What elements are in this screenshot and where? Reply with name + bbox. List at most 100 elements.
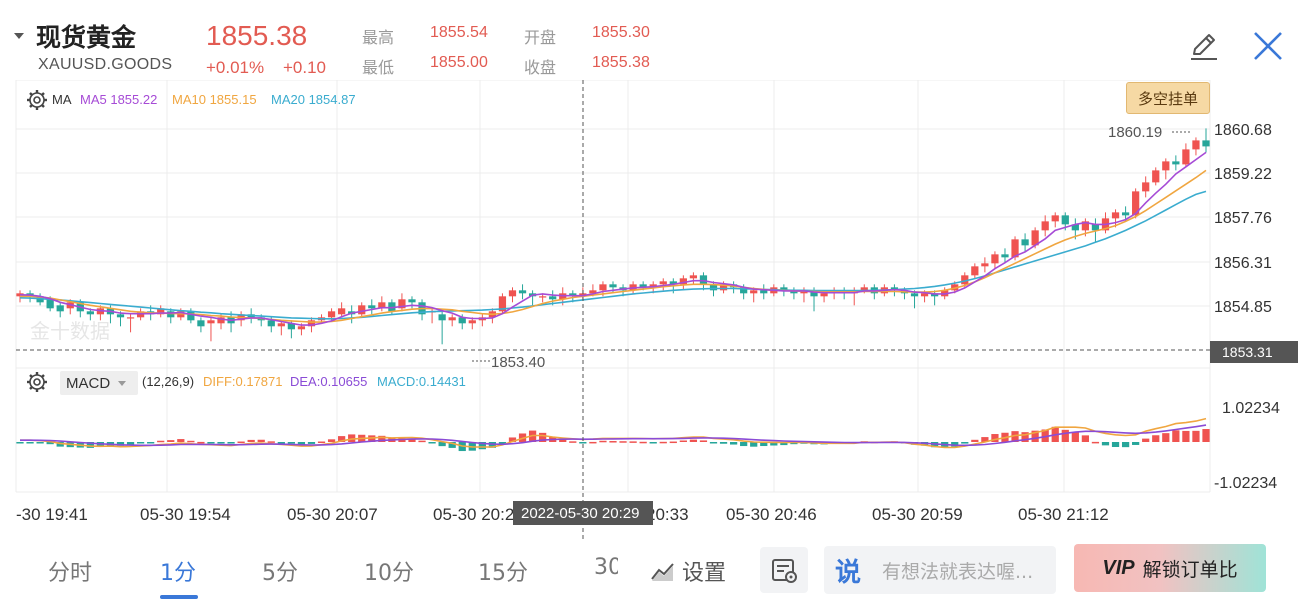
macd-bar [46, 442, 54, 445]
ma-indicator-label: MA [52, 92, 72, 107]
high-value: 1855.54 [430, 24, 488, 41]
macd-bar [408, 438, 416, 442]
news-doc-icon [772, 559, 797, 583]
macd-bar [669, 441, 677, 444]
comment-input[interactable]: 说 有想法就表达喔... [824, 546, 1056, 594]
macd-y-bottom: -1.02234 [1214, 475, 1277, 492]
macd-bar [559, 439, 567, 442]
period-tab-10min[interactable]: 10分 [364, 561, 414, 586]
candle-body [1031, 230, 1039, 246]
chart-settings-button[interactable]: 设置 [650, 555, 726, 587]
y-tick-3: 1857.76 [1214, 210, 1272, 227]
candle-body [639, 284, 647, 288]
macd-bar [729, 442, 738, 445]
candle-body [699, 275, 708, 285]
macd-bar [116, 442, 125, 446]
macd-indicator-select[interactable]: MACD [60, 371, 138, 395]
macd-legend: MACD:0.14431 [377, 374, 466, 389]
macd-bar [126, 442, 135, 445]
period-tab-15min[interactable]: 15分 [478, 561, 528, 586]
period-tab-1min[interactable]: 1分 [160, 561, 196, 586]
candle-body [790, 290, 798, 294]
macd-bar [277, 442, 285, 444]
candle-body [1182, 149, 1190, 165]
caret-down-icon[interactable] [14, 33, 24, 39]
candle-body [920, 293, 929, 297]
candle-body [408, 299, 416, 303]
ma10-line [20, 169, 1207, 323]
ma-settings-gear-icon[interactable] [26, 89, 48, 111]
chart-grid [15, 80, 1211, 493]
macd-bar [1071, 432, 1079, 442]
candle-body [1192, 140, 1200, 150]
candle-body [378, 302, 386, 309]
candle-body [961, 275, 969, 285]
macd-bar [1192, 430, 1200, 442]
close-icon[interactable] [1250, 28, 1286, 64]
period-tab-30min[interactable]: 30 [594, 555, 618, 580]
macd-bar [237, 441, 245, 444]
macd-bar [1142, 438, 1150, 442]
candle-body [780, 287, 788, 291]
candle-body [981, 263, 989, 267]
macd-bar [327, 439, 336, 442]
macd-bar [197, 441, 205, 444]
candle-body [1051, 215, 1059, 222]
candle-body [740, 287, 748, 294]
candle-body [46, 299, 54, 309]
macd-bar [378, 435, 386, 442]
edit-pen-icon[interactable] [1186, 28, 1222, 64]
vip-unlock-button[interactable]: VIP 解锁订单比 [1074, 544, 1266, 592]
macd-bar [1021, 432, 1029, 442]
diff-legend: DIFF:0.17871 [203, 374, 283, 389]
macd-bar [760, 442, 768, 447]
macd-settings-gear-icon[interactable] [26, 371, 48, 393]
open-value: 1855.30 [592, 24, 650, 41]
candle-body [327, 311, 336, 318]
candle-body [1071, 224, 1079, 231]
candle-body [267, 320, 275, 327]
candle-body [358, 305, 366, 315]
macd-bar [1111, 442, 1120, 447]
macd-bar [1011, 431, 1019, 442]
macd-bar [1121, 442, 1130, 448]
macd-select-label: MACD [66, 374, 111, 392]
candle-body [1091, 224, 1100, 231]
candle-body [649, 284, 657, 288]
candle-body [398, 299, 406, 309]
x-label-8: 05-30 21:12 [1018, 505, 1109, 524]
candle-body [1152, 170, 1160, 183]
x-label-1: -30 19:41 [16, 505, 88, 524]
candle-body [659, 281, 667, 285]
candle-body [669, 281, 677, 285]
x-label-7: 05-30 20:59 [872, 505, 963, 524]
candle-body [599, 284, 607, 291]
macd-bar [679, 440, 687, 442]
x-label-3: 05-30 20:07 [287, 505, 378, 524]
x-label-6: 05-30 20:46 [726, 505, 817, 524]
low-label: 最低 [362, 58, 395, 77]
candle-body [1172, 161, 1180, 165]
candle-body [760, 290, 768, 294]
macd-bar [599, 440, 607, 443]
period-tab-timeline[interactable]: 分时 [48, 561, 93, 586]
macd-bar [629, 441, 637, 443]
crosshair-time-box [513, 501, 653, 525]
min-price-annotation: 1853.40 [491, 354, 545, 371]
macd-bar [187, 440, 195, 443]
candle-body [1111, 212, 1120, 219]
candle-body [910, 293, 919, 297]
macd-bar [227, 442, 235, 444]
macd-bar [448, 442, 456, 448]
macd-bar [750, 442, 758, 447]
macd-bar [1091, 441, 1100, 444]
kline-chart[interactable]: 金十数据 MA MA5 1855.22 MA10 1855.15 MA20 18… [0, 80, 1300, 540]
macd-bar [157, 440, 165, 443]
candle-body [609, 284, 617, 288]
period-tab-5min[interactable]: 5分 [262, 561, 298, 586]
long-short-orders-button[interactable]: 多空挂单 [1126, 82, 1210, 114]
macd-bar [709, 442, 718, 444]
instrument-selector[interactable]: 现货黄金 [14, 18, 136, 54]
news-button[interactable] [760, 547, 808, 593]
macd-bar [26, 442, 34, 444]
